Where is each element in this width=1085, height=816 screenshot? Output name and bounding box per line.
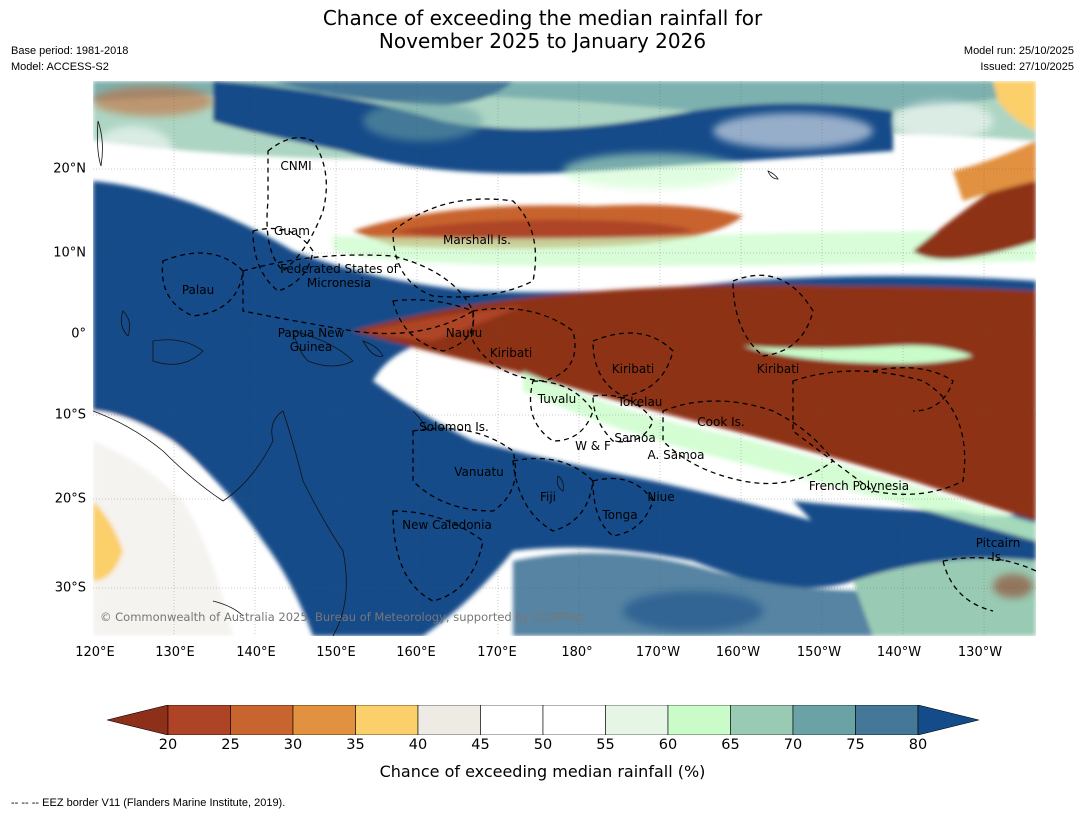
lon-label: 180° <box>561 645 593 660</box>
lon-label: 130°E <box>155 645 195 660</box>
colorbar-segment <box>855 705 919 735</box>
region-label-kiribati-west: Kiribati <box>489 346 533 360</box>
colorbar-label: Chance of exceeding median rainfall (%) <box>379 762 706 781</box>
colorbar-tick-label: 65 <box>721 737 740 753</box>
base-period: Base period: 1981-2018 <box>11 45 129 57</box>
colorbar-segment <box>792 705 856 735</box>
colorbar-segment <box>167 705 231 735</box>
lon-label: 120°E <box>75 645 115 660</box>
issued-date: Issued: 27/10/2025 <box>980 61 1074 73</box>
region-label-niue: Niue <box>647 490 675 504</box>
colorbar-tick-label: 70 <box>783 737 803 753</box>
region-label-tokelau: Tokelau <box>617 395 663 409</box>
eez-footnote: -- -- -- EEZ border V11 (Flanders Marine… <box>11 797 286 809</box>
colorbar-segment <box>542 705 606 735</box>
colorbar-tick-label: 20 <box>158 737 178 753</box>
lon-label: 150°E <box>316 645 356 660</box>
lon-label: 130°W <box>957 645 1003 660</box>
colorbar-tick-label: 80 <box>908 737 928 753</box>
region-label-png: Papua New Guinea <box>277 326 345 354</box>
colorbar-tick-label: 55 <box>596 737 615 753</box>
lat-label: 10°N <box>53 245 86 261</box>
title-line-2: November 2025 to January 2026 <box>378 29 707 53</box>
meta-left: Base period: 1981-2018 Model: ACCESS-S2 <box>11 43 128 75</box>
map-title: Chance of exceeding the median rainfall … <box>0 7 1085 53</box>
colorbar-segment <box>605 705 669 735</box>
region-label-kiribati-central: Kiribati <box>611 362 655 376</box>
lat-label: 10°S <box>54 407 86 423</box>
lon-label: 160°W <box>715 645 761 660</box>
colorbar-tick-label: 25 <box>221 737 240 753</box>
region-label-tuvalu: Tuvalu <box>537 392 577 406</box>
colorbar-tick-label: 50 <box>533 737 553 753</box>
copyright-notice: © Commonwealth of Australia 2025, Bureau… <box>100 610 585 624</box>
region-label-nauru: Nauru <box>445 326 483 340</box>
region-label-vanuatu: Vanuatu <box>454 465 504 479</box>
lon-label: 150°W <box>796 645 842 660</box>
colorbar-tick-label: 35 <box>346 737 365 753</box>
lon-label: 140°W <box>876 645 922 660</box>
region-label-fiji: Fiji <box>539 490 557 504</box>
colorbar <box>107 705 979 735</box>
colorbar-tick-label: 60 <box>658 737 678 753</box>
colorbar-tick-label: 45 <box>471 737 490 753</box>
lat-label: 0° <box>71 326 86 342</box>
colorbar-tick-label: 30 <box>283 737 303 753</box>
colorbar-segment <box>730 705 794 735</box>
colorbar-segment <box>417 705 481 735</box>
colorbar-segment <box>355 705 419 735</box>
title-line-1: Chance of exceeding the median rainfall … <box>322 6 763 30</box>
region-label-cook-is: Cook Is. <box>697 415 745 429</box>
region-label-marshall-is: Marshall Is. <box>443 233 511 247</box>
lon-label: 160°E <box>396 645 436 660</box>
lon-label: 170°W <box>635 645 681 660</box>
region-label-wallis-futuna: W & F <box>575 439 611 453</box>
region-label-tonga: Tonga <box>602 508 638 522</box>
lat-label: 20°S <box>54 491 86 507</box>
colorbar-tick-label: 75 <box>846 737 865 753</box>
region-label-fsm: Federated States of Micronesia <box>280 262 398 290</box>
region-label-samoa: Samoa <box>614 431 656 445</box>
region-label-cnmi: CNMI <box>280 159 312 173</box>
region-label-american-samoa: A. Samoa <box>647 448 705 462</box>
region-label-kiribati-east: Kiribati <box>756 362 800 376</box>
region-label-guam: Guam <box>274 224 310 238</box>
region-label-solomon-is: Solomon Is. <box>419 420 489 434</box>
colorbar-segment <box>480 705 544 735</box>
lat-label: 20°N <box>53 161 86 177</box>
colorbar-segment <box>292 705 356 735</box>
model-name: Model: ACCESS-S2 <box>11 61 109 73</box>
rainfall-map <box>93 81 1036 636</box>
colorbar-tick-label: 40 <box>408 737 428 753</box>
model-run: Model run: 25/10/2025 <box>963 45 1074 57</box>
lat-label: 30°S <box>54 580 86 596</box>
region-label-french-polynesia: French Polynesia <box>808 479 910 493</box>
rainfall-map-graphic <box>93 81 1036 636</box>
colorbar-segment <box>667 705 731 735</box>
region-label-pitcairn-is: Pitcairn Is. <box>975 536 1021 564</box>
lon-label: 140°E <box>236 645 276 660</box>
colorbar-extend-low <box>107 705 169 735</box>
lon-label: 170°E <box>477 645 517 660</box>
region-label-palau: Palau <box>181 283 215 297</box>
colorbar-extend-high <box>917 705 979 735</box>
region-label-new-caledonia: New Caledonia <box>402 518 492 532</box>
meta-right: Model run: 25/10/2025 Issued: 27/10/2025 <box>964 43 1074 75</box>
colorbar-segment <box>230 705 294 735</box>
